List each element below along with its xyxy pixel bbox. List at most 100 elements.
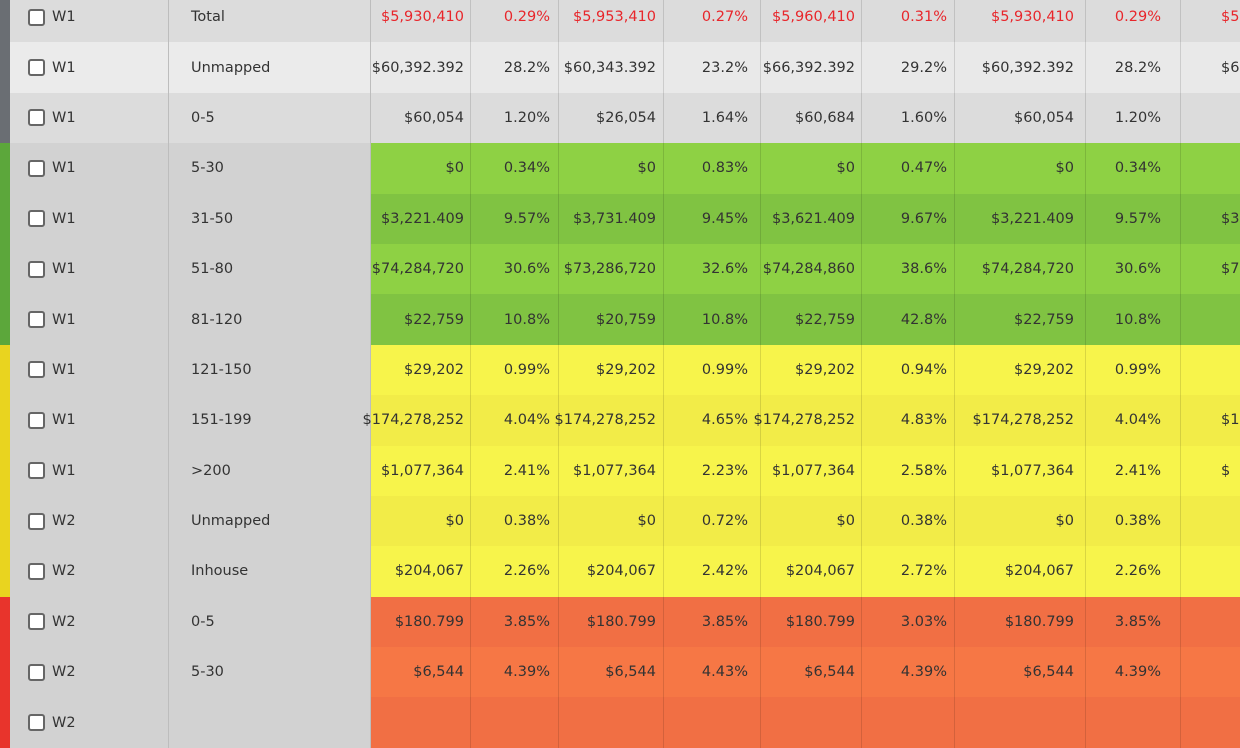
amount-cell: $5,930,410: [955, 0, 1086, 43]
amount-cell: $0: [761, 495, 862, 547]
table-row[interactable]: W2 0-5 $180.799 3.85% $180.799 3.85% $180.799 3…: [0, 596, 1240, 648]
row-checkbox[interactable]: [28, 663, 45, 681]
percent-cell: 1.64%: [664, 92, 761, 144]
row-status-bar: [0, 395, 10, 446]
percent-cell: 9.57%: [471, 193, 559, 244]
amount-cell: $73,286,720: [559, 243, 664, 295]
row-group-label: W1: [52, 109, 76, 126]
table-row[interactable]: W1 81-120 $22,759 10.8% $20,759 10.8% $22,759 4…: [0, 294, 1240, 345]
amount-cell: $60,392.392: [371, 42, 471, 93]
table-row[interactable]: W1 0-5 $60,054 1.20% $26,054 1.64% $60,684 1.60…: [0, 92, 1240, 144]
amount-cell: $: [1181, 445, 1240, 496]
table-row[interactable]: W2 Unmapped $0 0.38% $0 0.72% $0 0.38% $0 0.38%: [0, 495, 1240, 547]
row-band-label: Unmapped: [169, 495, 371, 547]
row-status-bar: [0, 42, 10, 93]
row-status-bar: [0, 647, 10, 698]
table-row[interactable]: W1 Unmapped $60,392.392 28.2% $60,343.392 23.…: [0, 42, 1240, 93]
amount-cell: $6,544: [761, 647, 862, 698]
percent-cell: 2.58%: [862, 445, 955, 496]
table-row[interactable]: W2: [0, 697, 1240, 748]
amount-cell: $180.799: [955, 596, 1086, 648]
amount-cell: [955, 697, 1086, 748]
amount-cell: $1,077,364: [955, 445, 1086, 496]
row-status-bar: [0, 92, 10, 144]
table-row[interactable]: W2 Inhouse $204,067 2.26% $204,067 2.42% $204,…: [0, 546, 1240, 597]
row-band-label: 121-150: [169, 344, 371, 396]
row-group-label: W2: [52, 613, 76, 630]
row-status-bar: [0, 243, 10, 295]
row-group-label: W1: [52, 9, 76, 26]
row-status-bar: [0, 697, 10, 748]
percent-cell: 28.2%: [471, 42, 559, 93]
row-checkbox[interactable]: [28, 59, 45, 77]
amount-cell: [761, 697, 862, 748]
amount-cell: $66,392.392: [761, 42, 862, 93]
row-checkbox[interactable]: [28, 462, 45, 480]
table-row[interactable]: W2 5-30 $6,544 4.39% $6,544 4.43% $6,544 4.39% $…: [0, 647, 1240, 698]
row-checkbox[interactable]: [28, 562, 45, 580]
percent-cell: 2.26%: [471, 546, 559, 597]
amount-cell: $74,284,860: [761, 243, 862, 295]
row-checkbox[interactable]: [28, 411, 45, 429]
amount-cell: $60,343.392: [559, 42, 664, 93]
row-group-label: W2: [52, 664, 76, 681]
percent-cell: 0.94%: [862, 344, 955, 396]
percent-cell: 3.85%: [471, 596, 559, 648]
percent-cell: 10.8%: [471, 294, 559, 345]
percent-cell: 32.6%: [664, 243, 761, 295]
amount-cell: $0: [559, 495, 664, 547]
table-row[interactable]: W1 151-199 $174,278,252 4.04% $174,278,252 4.…: [0, 395, 1240, 446]
row-checkbox[interactable]: [28, 361, 45, 379]
table-row[interactable]: W1 31-50 $3,221.409 9.57% $3,731.409 9.45% $3,…: [0, 193, 1240, 244]
row-group-cell: W1: [10, 42, 169, 93]
table-row[interactable]: W1 >200 $1,077,364 2.41% $1,077,364 2.23% $1,0…: [0, 445, 1240, 496]
row-checkbox[interactable]: [28, 210, 45, 228]
amount-cell: $174,278,252: [363, 395, 471, 446]
percent-cell: 1.20%: [471, 92, 559, 144]
amount-cell: $20,759: [559, 294, 664, 345]
table-row[interactable]: W1 121-150 $29,202 0.99% $29,202 0.99% $29,202…: [0, 344, 1240, 396]
amount-cell: $0: [955, 495, 1086, 547]
row-band-label: 151-199: [169, 395, 371, 446]
amount-cell: $5,953,410: [559, 0, 664, 43]
row-group-cell: W2: [10, 647, 169, 698]
row-band-label: 51-80: [169, 243, 371, 295]
percent-cell: 2.72%: [862, 546, 955, 597]
row-group-cell: W2: [10, 596, 169, 648]
table-row[interactable]: W1 5-30 $0 0.34% $0 0.83% $0 0.47% $0 0.34%: [0, 143, 1240, 194]
amount-cell: $204,067: [559, 546, 664, 597]
percent-cell: 0.83%: [664, 143, 761, 194]
percent-cell: 0.38%: [862, 495, 955, 547]
row-group-label: W1: [52, 210, 76, 227]
percent-cell: 3.03%: [862, 596, 955, 648]
amount-cell: $1,077,364: [559, 445, 664, 496]
amount-cell: $6,544: [371, 647, 471, 698]
row-checkbox[interactable]: [28, 512, 45, 530]
row-status-bar: [0, 0, 10, 43]
amount-cell: $60,054: [955, 92, 1086, 144]
row-checkbox[interactable]: [28, 8, 45, 26]
percent-cell: 42.8%: [862, 294, 955, 345]
percent-cell: [862, 697, 955, 748]
amount-cell: $174,278,252: [555, 395, 664, 446]
row-band-label: 0-5: [169, 92, 371, 144]
percent-cell: 0.27%: [664, 0, 761, 43]
table-row[interactable]: W1 51-80 $74,284,720 30.6% $73,286,720 32.6% $…: [0, 243, 1240, 295]
table-row[interactable]: W1 Total $5,930,410 0.29% $5,953,410 0.27% $5,…: [0, 0, 1240, 43]
row-checkbox[interactable]: [28, 311, 45, 329]
percent-cell: 0.31%: [862, 0, 955, 43]
amount-cell: $60,054: [371, 92, 471, 144]
row-checkbox[interactable]: [28, 159, 45, 177]
row-checkbox[interactable]: [28, 260, 45, 278]
row-group-label: W1: [52, 59, 76, 76]
row-checkbox[interactable]: [28, 613, 45, 631]
amount-cell: [371, 697, 471, 748]
row-group-label: W2: [52, 563, 76, 580]
row-checkbox[interactable]: [28, 714, 45, 732]
percent-cell: 2.26%: [1086, 546, 1181, 597]
row-group-cell: W1: [10, 445, 169, 496]
row-checkbox[interactable]: [28, 109, 45, 127]
amount-cell: $3,731.409: [559, 193, 664, 244]
percent-cell: 1.20%: [1086, 92, 1181, 144]
row-group-cell: W2: [10, 546, 169, 597]
